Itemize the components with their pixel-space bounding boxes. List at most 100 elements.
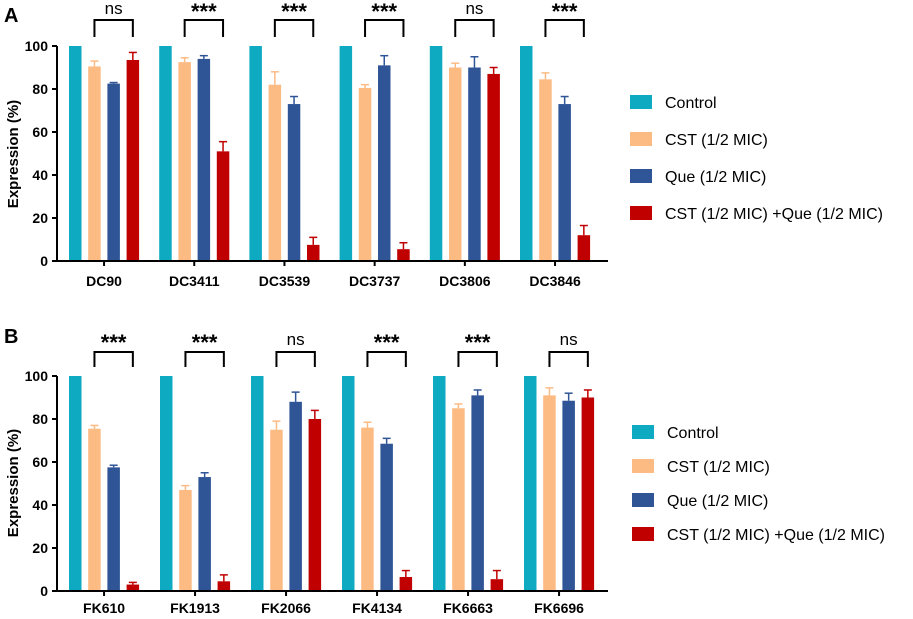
y-tick-label-b-60: 60 xyxy=(32,454,48,470)
legend-label-b-control: Control xyxy=(667,425,719,442)
bar-a-dc90-control xyxy=(69,46,82,261)
bar-b-fk610-que-1-2-mic xyxy=(107,467,120,591)
bar-a-dc3411-cst-1-2-mic xyxy=(178,62,191,261)
bar-b-fk2066-control xyxy=(251,376,264,591)
significance-bracket-a-dc3737 xyxy=(364,19,405,37)
legend-swatch-b-control xyxy=(632,425,654,439)
error-bars-b xyxy=(90,387,592,585)
bar-b-fk6696-cst-1-2-mic-que-1-2-mic xyxy=(581,397,595,591)
bar-a-dc90-que-1-2-mic xyxy=(107,83,120,261)
x-tick-label-b-fk610: FK610 xyxy=(83,600,125,616)
bar-a-dc3411-control xyxy=(159,46,172,261)
x-tick-label-a-dc90: DC90 xyxy=(86,273,122,289)
axes-a: DC90 DC3411 DC3539 DC3737 DC3806 DC3846 0 20 40 6… xyxy=(25,38,608,289)
x-tick-label-a-dc3539: DC3539 xyxy=(259,273,311,289)
bar-a-dc3846-cst-1-2-mic-que-1-2-mic xyxy=(577,235,591,261)
bar-b-fk1913-cst-1-2-mic xyxy=(179,489,192,591)
legend-swatch-b-cst-1-2-mic-que-1-2-mic xyxy=(632,527,654,541)
bar-a-dc3539-cst-1-2-mic-que-1-2-mic xyxy=(307,244,320,261)
x-tick-label-a-dc3806: DC3806 xyxy=(439,273,491,289)
y-tick-label-a-20: 20 xyxy=(32,210,48,226)
y-tick-label-b-20: 20 xyxy=(32,540,48,556)
legend-label-b-cst-1-2-mic-que-1-2-mic: CST (1/2 MIC) +Que (1/2 MIC) xyxy=(667,527,885,544)
panel-letter-a: A xyxy=(4,5,18,27)
bar-b-fk2066-cst-1-2-mic-que-1-2-mic xyxy=(308,419,322,591)
x-tick-label-b-fk6696: FK6696 xyxy=(534,600,584,616)
legend-a: Control CST (1/2 MIC) Que (1/2 MIC) CST (1/… xyxy=(630,95,883,223)
bars-a xyxy=(69,46,591,262)
bar-b-fk6663-control xyxy=(433,376,446,591)
legend-label-a-cst-1-2-mic-que-1-2-mic: CST (1/2 MIC) +Que (1/2 MIC) xyxy=(665,206,883,223)
bar-a-dc90-cst-1-2-mic-que-1-2-mic xyxy=(126,59,140,261)
significance-brackets-a: ns *** *** *** ns *** xyxy=(93,0,585,37)
bar-b-fk6696-cst-1-2-mic xyxy=(543,395,556,591)
y-tick-label-b-100: 100 xyxy=(25,368,49,384)
bar-a-dc3411-cst-1-2-mic-que-1-2-mic xyxy=(216,151,230,261)
legend-swatch-a-cst-1-2-mic xyxy=(630,132,652,146)
bar-a-dc3846-cst-1-2-mic xyxy=(539,79,552,261)
y-tick-label-b-40: 40 xyxy=(32,497,48,513)
bar-b-fk1913-control xyxy=(160,376,173,591)
significance-bracket-b-fk4134 xyxy=(366,351,407,367)
y-tick-label-a-80: 80 xyxy=(32,81,48,97)
bar-a-dc3737-que-1-2-mic xyxy=(378,65,391,261)
bar-a-dc3806-cst-1-2-mic xyxy=(449,67,462,261)
significance-label-a-dc3539: *** xyxy=(281,0,307,24)
bar-b-fk1913-que-1-2-mic xyxy=(198,477,211,591)
bar-a-dc90-cst-1-2-mic xyxy=(88,66,101,261)
significance-bracket-b-fk2066 xyxy=(275,351,316,367)
y-axis-label-b: Expression (%) xyxy=(5,429,22,537)
legend-label-b-que-1-2-mic: Que (1/2 MIC) xyxy=(667,493,768,510)
x-tick-label-a-dc3846: DC3846 xyxy=(529,273,581,289)
y-tick-label-b-80: 80 xyxy=(32,411,48,427)
x-tick-label-b-fk6663: FK6663 xyxy=(443,600,493,616)
legend-swatch-b-cst-1-2-mic xyxy=(632,459,654,473)
significance-label-a-dc3737: *** xyxy=(371,0,397,24)
significance-label-a-dc3411: *** xyxy=(191,0,217,24)
y-tick-label-a-0: 0 xyxy=(40,253,48,269)
significance-brackets-b: *** *** ns *** *** ns xyxy=(93,330,589,367)
significance-label-b-fk4134: *** xyxy=(374,330,400,355)
bar-b-fk610-control xyxy=(69,376,82,591)
significance-bracket-a-dc90 xyxy=(93,19,134,37)
x-tick-label-b-fk4134: FK4134 xyxy=(352,600,402,616)
y-tick-label-a-60: 60 xyxy=(32,124,48,140)
bar-a-dc3806-control xyxy=(429,46,443,261)
significance-label-a-dc3806: ns xyxy=(465,0,483,18)
significance-bracket-b-fk610 xyxy=(93,351,134,367)
bar-b-fk4134-que-1-2-mic xyxy=(380,443,393,591)
legend-label-a-cst-1-2-mic: CST (1/2 MIC) xyxy=(665,132,768,149)
x-tick-label-a-dc3411: DC3411 xyxy=(169,273,220,289)
bar-b-fk6663-cst-1-2-mic xyxy=(452,408,465,591)
bar-b-fk4134-cst-1-2-mic xyxy=(361,427,374,591)
bar-a-dc3806-que-1-2-mic xyxy=(468,67,481,261)
significance-bracket-a-dc3411 xyxy=(183,19,225,37)
y-tick-label-a-100: 100 xyxy=(25,38,49,54)
bar-a-dc3539-control xyxy=(249,46,262,261)
significance-bracket-b-fk6696 xyxy=(548,351,589,367)
bar-a-dc3539-que-1-2-mic xyxy=(287,104,301,261)
y-tick-label-b-0: 0 xyxy=(40,583,48,599)
significance-bracket-a-dc3806 xyxy=(454,19,495,37)
bar-b-fk6696-que-1-2-mic xyxy=(562,400,575,591)
y-axis-label-a: Expression (%) xyxy=(5,100,22,208)
legend-label-b-cst-1-2-mic: CST (1/2 MIC) xyxy=(667,459,770,476)
panel-a: A Expression (%) ns *** *** *** ns *** DC90 DC… xyxy=(4,0,883,289)
bar-a-dc3539-cst-1-2-mic xyxy=(268,84,282,261)
significance-label-a-dc3846: *** xyxy=(552,0,578,24)
significance-label-b-fk610: *** xyxy=(101,330,127,355)
bar-a-dc3737-cst-1-2-mic xyxy=(358,87,372,261)
legend-b: Control CST (1/2 MIC) Que (1/2 MIC) CST (1/… xyxy=(632,425,885,544)
error-bars-a xyxy=(90,51,588,250)
significance-bracket-a-dc3539 xyxy=(273,19,315,37)
bar-b-fk610-cst-1-2-mic xyxy=(88,428,101,591)
bar-b-fk6696-control xyxy=(524,376,537,591)
legend-swatch-a-cst-1-2-mic-que-1-2-mic xyxy=(630,206,652,220)
bar-b-fk4134-control xyxy=(342,376,355,591)
axes-b: FK610 FK1913 FK2066 FK4134 FK6663 FK6696 0 20 40… xyxy=(25,368,608,616)
bar-a-dc3846-que-1-2-mic xyxy=(558,104,571,261)
significance-label-b-fk1913: *** xyxy=(192,330,218,355)
legend-swatch-a-que-1-2-mic xyxy=(630,169,652,183)
bar-b-fk6663-cst-1-2-mic-que-1-2-mic xyxy=(490,579,504,591)
